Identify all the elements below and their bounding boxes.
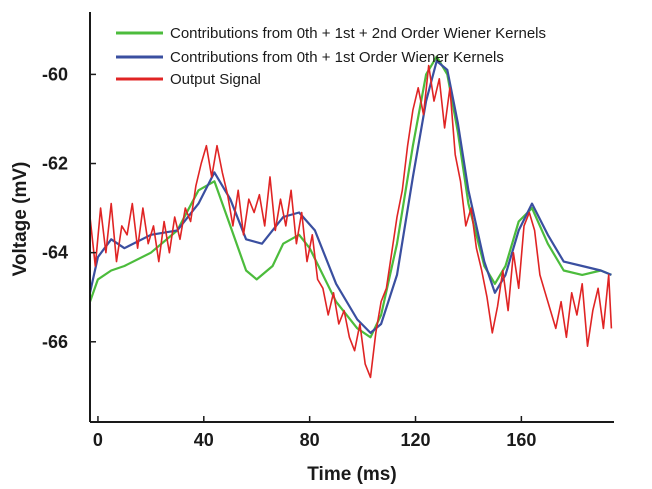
y-tick-label: -60 [42, 64, 68, 84]
series-line-2 [89, 64, 613, 379]
y-tick-label: -64 [42, 243, 68, 263]
y-tick-label: -62 [42, 154, 68, 174]
y-ticks: -60 -62 -64 -66 [42, 64, 96, 352]
legend-label-2: Output Signal [170, 71, 261, 88]
x-tick-label: 160 [506, 430, 536, 450]
x-axis-title: Time (ms) [307, 464, 396, 485]
x-tick-label: 80 [300, 430, 320, 450]
x-ticks: 0 40 80 120 160 [93, 416, 536, 450]
legend: Contributions from 0th + 1st + 2nd Order… [116, 25, 546, 88]
y-axis-title: Voltage (mV) [10, 162, 31, 277]
legend-label-0: Contributions from 0th + 1st + 2nd Order… [170, 25, 546, 42]
plot-lines [88, 55, 613, 379]
legend-label-1: Contributions from 0th + 1st Order Wiene… [170, 49, 504, 66]
y-tick-label: -66 [42, 332, 68, 352]
series-line-1 [88, 59, 612, 334]
series-line-0 [88, 55, 612, 339]
x-tick-label: 40 [194, 430, 214, 450]
x-tick-label: 0 [93, 430, 103, 450]
x-tick-label: 120 [400, 430, 430, 450]
